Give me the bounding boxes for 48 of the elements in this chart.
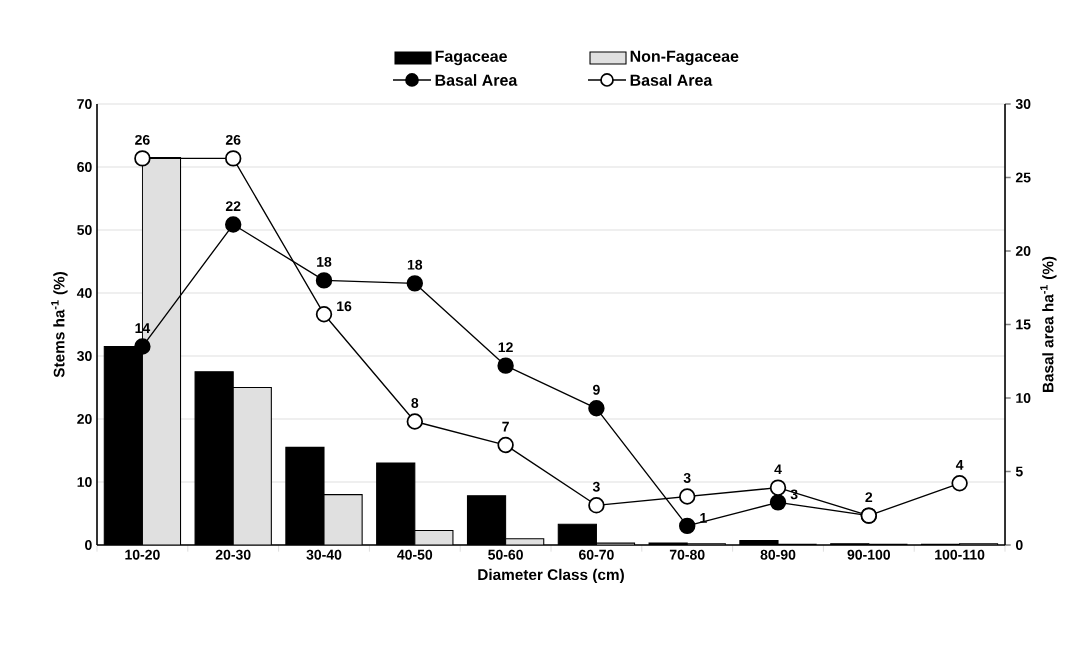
data-label: 4: [955, 460, 964, 470]
y-tick-label: 10: [77, 477, 92, 487]
y2-tick-label: 10: [1016, 393, 1031, 403]
data-label: 8: [411, 398, 419, 408]
x-tick-label: 70-80: [669, 549, 705, 560]
data-label: 7: [502, 421, 509, 432]
data-label: 18: [407, 259, 423, 270]
legend-label: Basal Area: [435, 74, 518, 86]
data-label: 26: [225, 134, 241, 145]
x-tick-label: 40-50: [397, 549, 433, 560]
x-tick-label: 100-110: [935, 549, 985, 560]
data-label: 1: [700, 513, 707, 523]
y2-tick-label: 25: [1015, 172, 1031, 183]
y-tick-label: 0: [85, 540, 92, 550]
data-label: 3: [592, 481, 600, 492]
data-label: 18: [317, 256, 332, 267]
x-tick-label: 50-60: [488, 549, 523, 560]
data-label: 3: [683, 472, 691, 483]
y2-tick-label: 20: [1015, 246, 1031, 256]
data-label: 4: [774, 464, 782, 475]
x-tick-label: 60-70: [579, 549, 614, 560]
y-tick-label: 40: [76, 288, 92, 298]
y2-tick-label: 15: [1016, 319, 1031, 330]
y2-tick-label: 0: [1015, 540, 1023, 550]
x-tick-label: 80-90: [760, 549, 796, 560]
y2-tick-label: 30: [1015, 99, 1031, 109]
y2-axis-title: Basal area ha$^{-1}$ (%): [1040, 256, 1057, 393]
y2-tick-label: 5: [1015, 466, 1023, 477]
legend-label: Basal Area: [630, 74, 713, 86]
data-label: 26: [135, 134, 150, 145]
y-tick-label: 70: [77, 99, 92, 109]
x-tick-label: 90-100: [847, 549, 891, 560]
data-label: 9: [593, 384, 600, 395]
x-tick-label: 30-40: [306, 549, 342, 560]
legend-label: Non-Fagaceae: [630, 50, 739, 66]
y-tick-label: 60: [77, 162, 92, 172]
data-label: 2: [865, 492, 873, 502]
x-tick-label: 10-20: [125, 549, 160, 560]
legend-label: Fagaceae: [435, 50, 507, 66]
y-tick-label: 20: [77, 414, 92, 424]
y-axis-title: Stems ha$^{-1}$ (%): [51, 272, 68, 378]
y-tick-label: 50: [77, 225, 92, 235]
data-label: 12: [498, 342, 513, 353]
data-label: 16: [337, 301, 352, 312]
data-label: 22: [225, 201, 241, 211]
y-tick-label: 30: [77, 351, 92, 361]
x-tick-label: 20-30: [215, 549, 251, 560]
x-axis-title: Diameter Class (cm): [478, 568, 624, 584]
